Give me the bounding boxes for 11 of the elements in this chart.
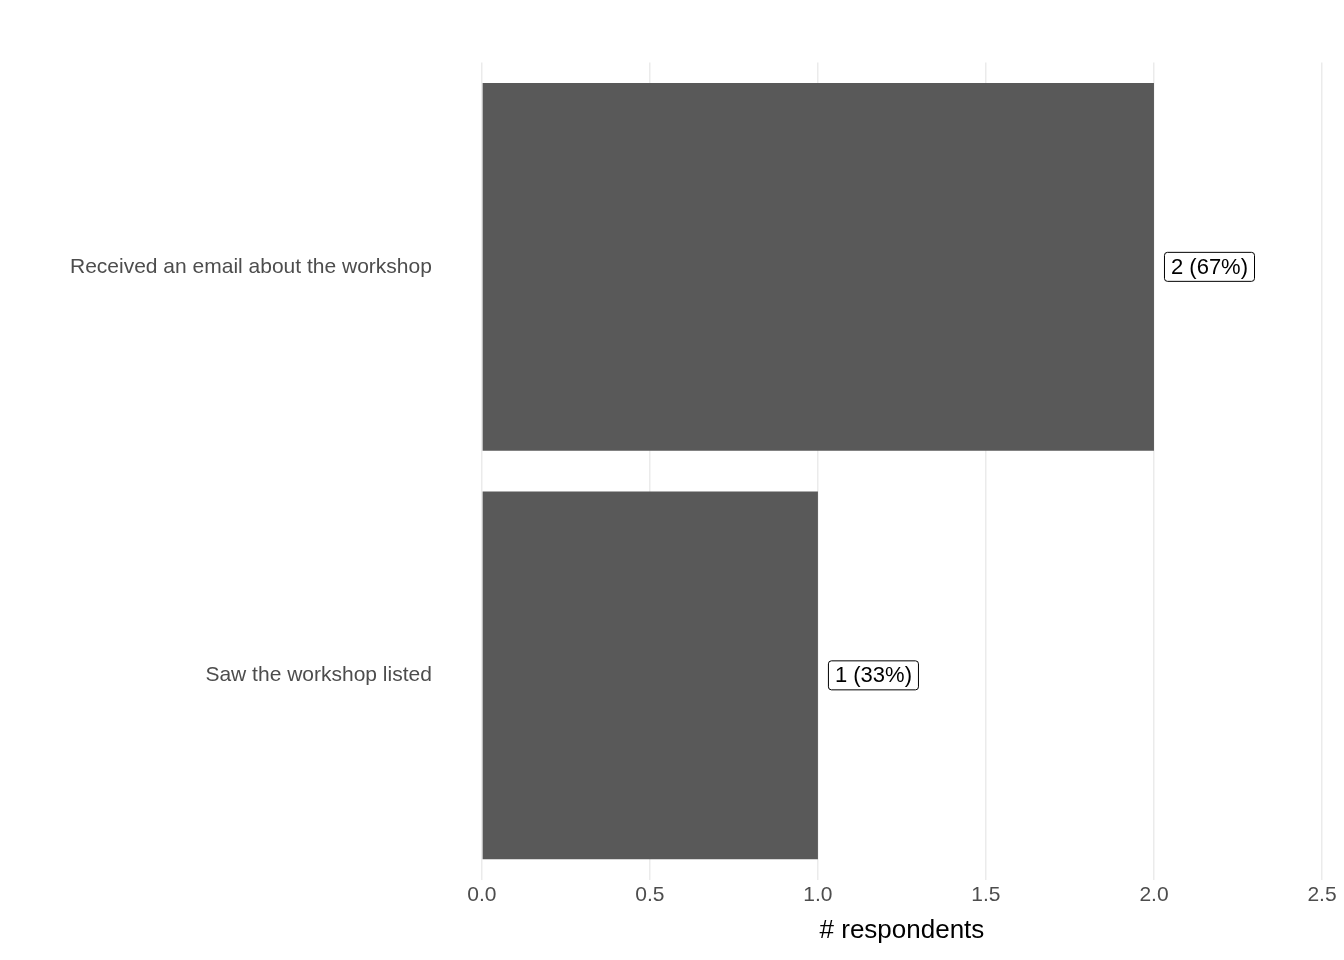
data-label: 1 (33%): [834, 662, 912, 688]
x-tick-label: 1.5: [971, 882, 1001, 905]
x-tick-label: 0.5: [635, 882, 665, 905]
y-tick-label: Saw the workshop listed: [205, 662, 432, 686]
x-tick-label: 2.5: [1307, 882, 1337, 905]
x-tick-label: 0.0: [467, 882, 497, 905]
x-tick-label: 1.0: [803, 882, 833, 905]
x-axis-title: # respondents: [819, 913, 985, 944]
x-tick-label: 2.0: [1139, 882, 1169, 905]
y-tick-label: Received an email about the workshop: [69, 253, 432, 277]
data-label: 2 (67%): [1170, 253, 1249, 279]
